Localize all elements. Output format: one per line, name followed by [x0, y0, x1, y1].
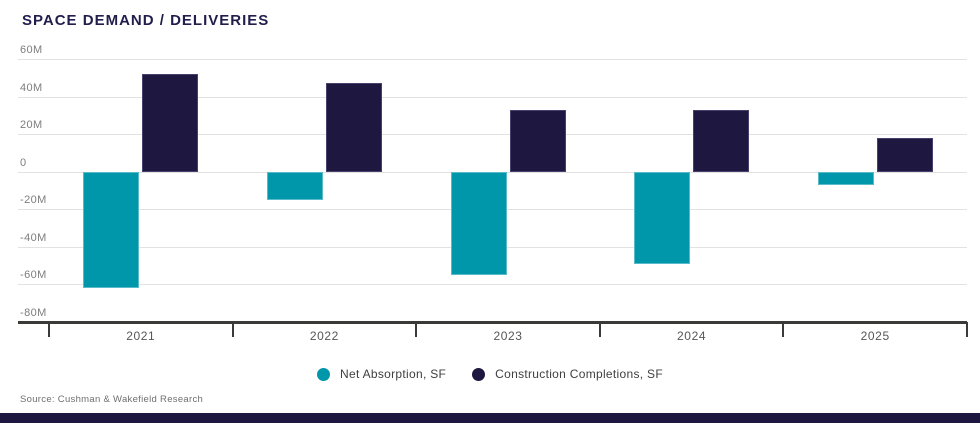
- y-axis-tick-label: -40M: [20, 231, 47, 244]
- x-axis-line: [18, 321, 967, 324]
- x-axis-tick: [48, 322, 50, 337]
- bar-2025-series-0: [817, 171, 874, 185]
- chart-legend: Net Absorption, SF Construction Completio…: [0, 365, 980, 383]
- x-axis-tick: [598, 322, 601, 337]
- bar-2022-series-0: [266, 171, 323, 200]
- bar-2021-series-1: [142, 74, 199, 172]
- x-axis-label: 2023: [493, 329, 523, 343]
- legend-item: Construction Completions, SF: [472, 367, 663, 381]
- bar-2024-series-0: [634, 171, 691, 264]
- legend-label: Net Absorption, SF: [340, 367, 447, 381]
- y-axis-tick-label: 40M: [20, 81, 43, 94]
- y-axis-tick-label: -20M: [20, 194, 47, 207]
- x-axis-tick: [415, 322, 418, 337]
- legend-swatch-icon: [472, 367, 486, 381]
- source-note: Source: Cushman & Wakefield Research: [20, 394, 204, 405]
- x-axis-tick: [966, 322, 968, 337]
- bar-2021-series-0: [83, 171, 140, 289]
- x-axis-label: 2025: [860, 329, 890, 343]
- y-axis-tick-label: -60M: [20, 269, 47, 282]
- y-axis-tick-label: 20M: [20, 119, 43, 132]
- bar-2024-series-1: [693, 109, 750, 172]
- bar-2023-series-1: [509, 109, 566, 172]
- gridline: [18, 284, 967, 286]
- x-axis-label: 2022: [309, 329, 339, 343]
- bar-2025-series-1: [876, 137, 933, 172]
- legend-swatch-icon: [317, 367, 331, 381]
- legend-item: Net Absorption, SF: [317, 367, 446, 381]
- y-axis-tick-label: -80M: [20, 307, 47, 319]
- y-axis-tick-label: 60M: [20, 44, 43, 56]
- x-axis-label: 2024: [677, 329, 707, 343]
- gridline: [18, 96, 967, 98]
- legend-label: Construction Completions, SF: [495, 367, 663, 381]
- y-axis-tick-label: 0: [20, 156, 27, 169]
- page-footer-band: [0, 413, 980, 423]
- chart-title: SPACE DEMAND / DELIVERIES: [22, 12, 270, 29]
- x-axis-tick: [231, 322, 234, 337]
- x-axis-tick: [782, 322, 785, 337]
- gridline: [18, 134, 967, 136]
- bar-2022-series-1: [325, 83, 382, 172]
- bar-2023-series-0: [450, 171, 507, 276]
- x-axis-label: 2021: [126, 329, 156, 343]
- bar-chart: 60M 40M 20M 0 -20M -40M -60M -80M 2021 2022 2023 20…: [18, 44, 968, 343]
- gridline: [18, 59, 967, 60]
